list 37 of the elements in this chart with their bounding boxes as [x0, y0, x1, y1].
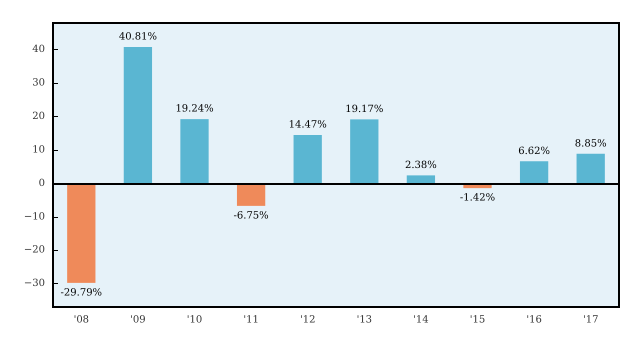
data-label: 8.85% — [574, 138, 607, 150]
x-tick-label: '11 — [243, 314, 259, 326]
data-label: 19.24% — [175, 104, 214, 115]
data-label: -29.79% — [60, 287, 102, 298]
x-tick-label: '14 — [413, 314, 429, 326]
y-tick-label: 40 — [32, 44, 45, 56]
data-label: -1.42% — [460, 192, 496, 204]
data-label: 6.62% — [518, 146, 550, 157]
x-tick-label: '13 — [356, 314, 372, 326]
x-tick-label: '12 — [300, 314, 316, 326]
y-tick-label: 20 — [32, 111, 45, 122]
y-tick-label: −10 — [24, 211, 45, 222]
x-tick-label: '15 — [470, 314, 486, 326]
bar — [520, 161, 548, 184]
bar — [576, 154, 605, 184]
x-tick-label: '16 — [526, 314, 542, 326]
x-tick-label: '17 — [582, 314, 598, 326]
x-tick-label: '10 — [186, 314, 202, 326]
bar — [124, 47, 152, 184]
bar — [406, 175, 436, 184]
bar — [67, 183, 96, 283]
y-tick-label: −30 — [24, 278, 45, 290]
data-label: -6.75% — [234, 210, 269, 222]
y-tick-label: −20 — [24, 244, 45, 256]
data-label: 14.47% — [288, 120, 327, 131]
y-tick-label: 0 — [38, 178, 45, 189]
bar — [294, 135, 322, 184]
bar — [350, 119, 378, 184]
y-tick-label: 30 — [32, 78, 45, 89]
bar — [180, 119, 209, 184]
x-tick-label: '08 — [74, 314, 90, 326]
x-tick-label: '09 — [130, 314, 146, 326]
data-label: 19.17% — [345, 104, 384, 115]
data-label: 2.38% — [405, 160, 437, 171]
y-tick-label: 10 — [32, 144, 45, 156]
data-label: 40.81% — [118, 32, 157, 43]
bar — [236, 183, 266, 206]
